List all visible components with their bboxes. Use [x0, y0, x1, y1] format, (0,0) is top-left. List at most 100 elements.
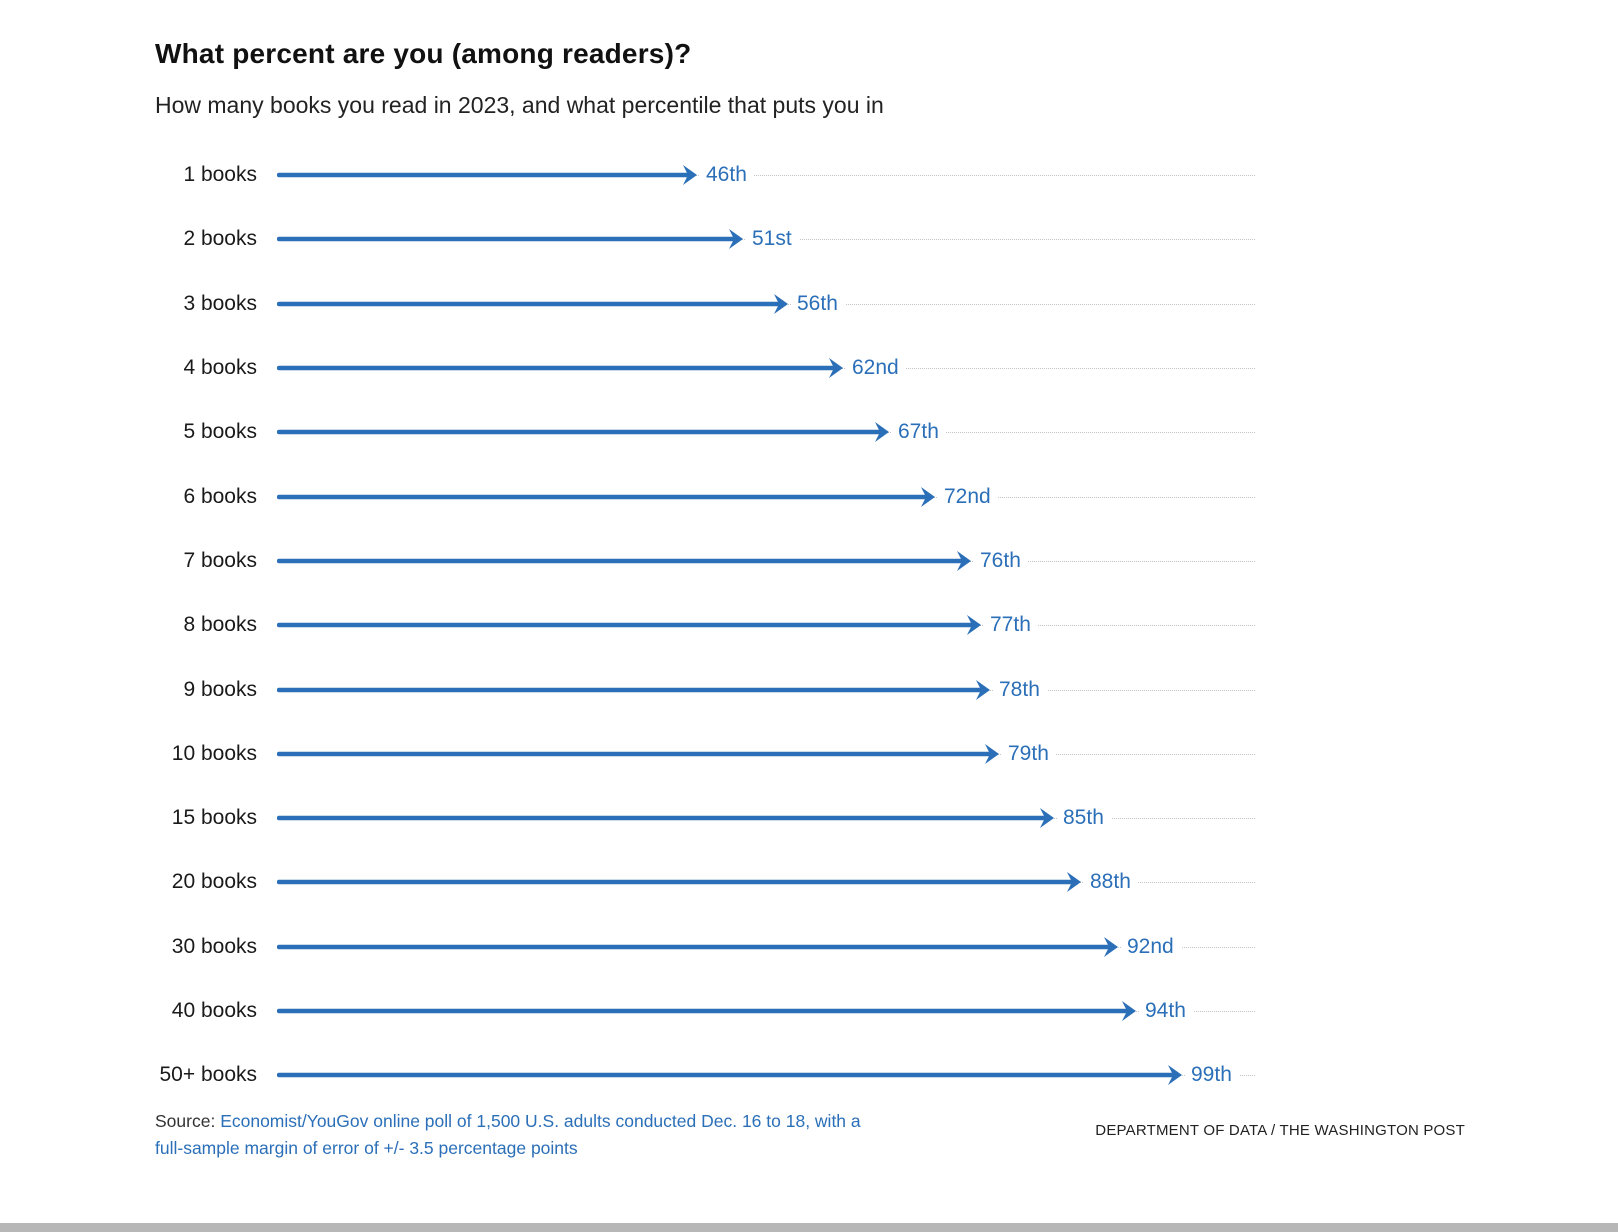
arrow-bar: [277, 358, 843, 379]
chart-title: What percent are you (among readers)?: [155, 38, 692, 69]
chart-row: 30 books 92nd: [155, 915, 1255, 979]
chart-row: 5 books 67th: [155, 400, 1255, 464]
row-track: 67th: [277, 400, 1255, 464]
percentile-label: 88th: [1084, 870, 1138, 895]
credit-line: DEPARTMENT OF DATA / THE WASHINGTON POST: [1095, 1122, 1465, 1139]
category-label: 3 books: [183, 291, 257, 315]
row-track: 77th: [277, 593, 1255, 657]
chart-row: 20 books 88th: [155, 850, 1255, 914]
arrowhead-icon: [1122, 1001, 1136, 1021]
chart-row: 4 books 62nd: [155, 336, 1255, 400]
arrowhead-icon: [985, 743, 999, 764]
arrowhead-icon: [829, 358, 843, 379]
source-prefix: Source:: [155, 1111, 221, 1131]
arrow-bar: [277, 1001, 1136, 1021]
arrow-bar: [277, 422, 889, 443]
row-track: 56th: [277, 272, 1255, 336]
window-bottom-bar: [0, 1223, 1618, 1232]
arrowhead-icon: [683, 165, 697, 186]
chart-rows: 1 books 46th 2 books 51st 3 books 56th 4 books…: [155, 143, 1255, 1107]
row-track: 72nd: [277, 464, 1255, 528]
row-track: 76th: [277, 529, 1255, 593]
percentile-label: 92nd: [1121, 934, 1181, 959]
arrowhead-icon: [1067, 872, 1081, 893]
percentile-label: 79th: [1002, 741, 1056, 766]
chart-row: 10 books 79th: [155, 722, 1255, 786]
chart-row: 3 books 56th: [155, 272, 1255, 336]
chart-row: 40 books 94th: [155, 979, 1255, 1043]
chart-row: 9 books 78th: [155, 657, 1255, 721]
arrowhead-icon: [729, 229, 743, 250]
chart-row: 8 books 77th: [155, 593, 1255, 657]
row-track: 85th: [277, 786, 1255, 850]
category-label: 7 books: [183, 548, 257, 572]
arrowhead-icon: [1040, 808, 1054, 829]
category-label: 9 books: [183, 677, 257, 701]
arrow-bar: [277, 615, 981, 636]
chart-row: 50+ books 99th: [155, 1043, 1255, 1107]
arrowhead-icon: [875, 422, 889, 443]
category-label: 15 books: [171, 806, 257, 830]
category-label: 6 books: [183, 484, 257, 508]
arrow-bar: [277, 743, 999, 764]
arrow-bar: [277, 936, 1118, 957]
percentile-label: 85th: [1057, 806, 1111, 831]
arrow-bar: [277, 872, 1081, 893]
percentile-label: 56th: [791, 291, 845, 316]
arrow-bar: [277, 293, 788, 314]
row-track: 88th: [277, 850, 1255, 914]
row-track: 46th: [277, 143, 1255, 207]
arrowhead-icon: [957, 550, 971, 571]
row-track: 92nd: [277, 915, 1255, 979]
chart-subtitle: How many books you read in 2023, and wha…: [155, 92, 884, 118]
arrowhead-icon: [976, 679, 990, 700]
category-label: 50+ books: [159, 1063, 258, 1087]
chart-row: 6 books 72nd: [155, 464, 1255, 528]
chart-row: 15 books 85th: [155, 786, 1255, 850]
chart-row: 2 books 51st: [155, 207, 1255, 271]
dotted-leader-line: [279, 175, 1255, 177]
percentile-label: 51st: [746, 227, 799, 252]
category-label: 1 books: [183, 163, 257, 187]
arrow-bar: [277, 808, 1054, 829]
category-label: 8 books: [183, 613, 257, 637]
row-track: 62nd: [277, 336, 1255, 400]
arrowhead-icon: [921, 486, 935, 507]
percentile-label: 78th: [993, 677, 1047, 702]
percentile-label: 72nd: [938, 484, 998, 509]
percentile-label: 77th: [984, 613, 1038, 638]
category-label: 10 books: [171, 741, 257, 765]
percentile-label: 99th: [1185, 1063, 1239, 1088]
percentile-label: 46th: [700, 163, 754, 188]
arrow-bar: [277, 165, 697, 186]
category-label: 2 books: [183, 227, 257, 251]
percentile-label: 94th: [1139, 999, 1193, 1023]
arrowhead-icon: [967, 615, 981, 636]
percentile-label: 62nd: [846, 356, 906, 381]
row-track: 99th: [277, 1043, 1255, 1107]
arrow-bar: [277, 486, 935, 507]
arrowhead-icon: [1168, 1065, 1182, 1086]
arrow-bar: [277, 679, 990, 700]
chart-row: 1 books 46th: [155, 143, 1255, 207]
category-label: 20 books: [171, 870, 257, 894]
category-label: 40 books: [171, 999, 257, 1022]
row-track: 94th: [277, 979, 1255, 1043]
category-label: 4 books: [183, 356, 257, 380]
chart-container: What percent are you (among readers)? Ho…: [155, 38, 1275, 1107]
row-track: 51st: [277, 207, 1255, 271]
category-label: 5 books: [183, 420, 257, 444]
percentile-label: 76th: [974, 548, 1028, 573]
arrow-bar: [277, 550, 971, 571]
source-link[interactable]: Economist/YouGov online poll of 1,500 U.…: [155, 1111, 861, 1159]
chart-footer: Source: Economist/YouGov online poll of …: [155, 1108, 1465, 1162]
arrow-bar: [277, 1065, 1182, 1086]
row-track: 78th: [277, 657, 1255, 721]
arrowhead-icon: [774, 293, 788, 314]
source-note: Source: Economist/YouGov online poll of …: [155, 1108, 885, 1162]
arrowhead-icon: [1104, 936, 1118, 957]
row-track: 79th: [277, 722, 1255, 786]
category-label: 30 books: [171, 934, 257, 958]
percentile-label: 67th: [892, 420, 946, 445]
chart-row: 7 books 76th: [155, 529, 1255, 593]
